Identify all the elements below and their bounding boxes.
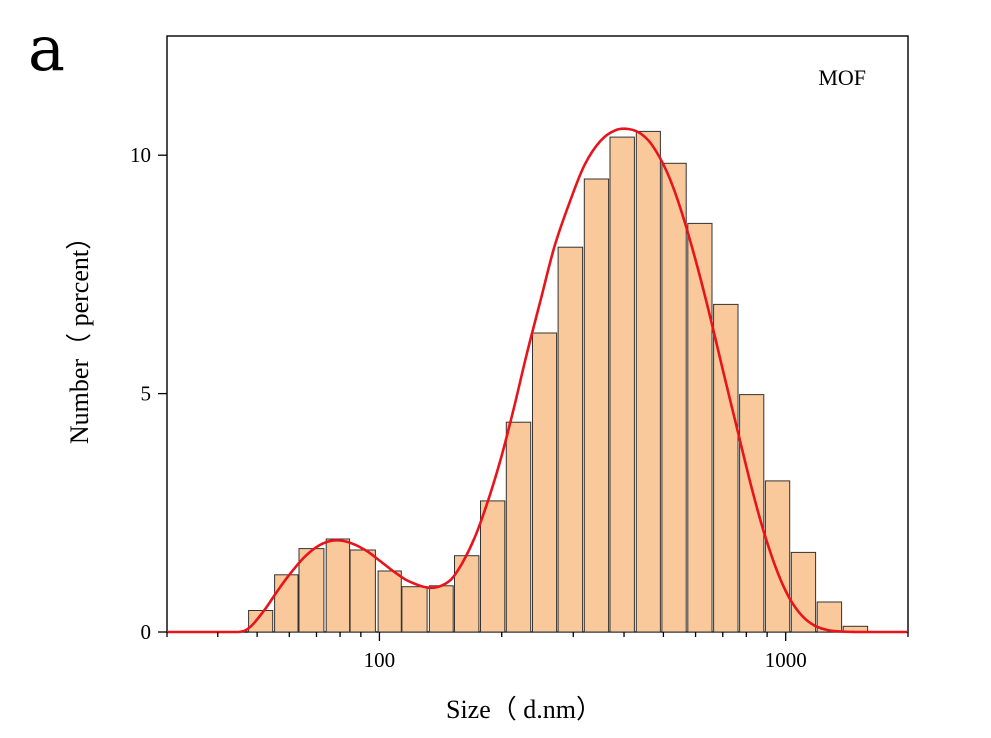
- histogram-bar: [298, 548, 325, 633]
- histogram-bar: [609, 136, 635, 633]
- histogram-bar: [790, 551, 817, 633]
- histogram-bar: [557, 246, 584, 633]
- x-axis-ticks: 100 1000: [166, 632, 909, 672]
- histogram-bar: [377, 570, 402, 633]
- histogram-bar: [713, 303, 739, 633]
- y-tick-label: 10: [130, 143, 151, 167]
- histogram-bar: [583, 178, 610, 633]
- histogram-bar: [635, 130, 661, 633]
- histogram-bar: [505, 421, 532, 633]
- bars-group: [248, 130, 869, 633]
- x-axis-label: Size（ d.nm）: [446, 695, 602, 724]
- y-tick-label: 5: [141, 382, 152, 406]
- histogram-bar: [454, 555, 480, 633]
- histogram-bar: [428, 585, 454, 633]
- mof-annotation: MOF: [818, 65, 866, 90]
- histogram-bar: [325, 538, 351, 633]
- x-tick-label: 100: [364, 648, 396, 672]
- y-axis-label: Number（ percent）: [65, 224, 94, 444]
- x-tick-label: 1000: [765, 648, 807, 672]
- histogram-bar: [401, 586, 428, 633]
- histogram-bar: [532, 332, 558, 633]
- y-tick-label: 0: [141, 620, 152, 644]
- panel-label: a: [28, 12, 65, 85]
- histogram-bar: [480, 500, 506, 633]
- histogram-bar: [248, 610, 274, 633]
- y-axis-ticks: 0 5 10: [130, 143, 167, 644]
- histogram-bar: [349, 549, 376, 633]
- histogram-bar: [687, 222, 713, 633]
- histogram-bar: [661, 162, 687, 633]
- histogram-bar: [739, 394, 765, 633]
- fit-curve: [166, 127, 908, 634]
- histogram-bar: [274, 574, 299, 633]
- histogram-bar: [764, 480, 791, 633]
